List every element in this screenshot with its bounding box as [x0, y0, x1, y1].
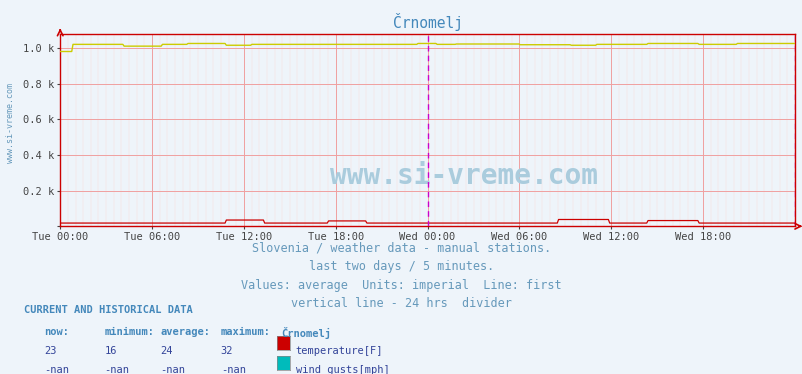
Text: 23: 23 [44, 346, 57, 356]
Text: vertical line - 24 hrs  divider: vertical line - 24 hrs divider [290, 297, 512, 310]
Text: CURRENT AND HISTORICAL DATA: CURRENT AND HISTORICAL DATA [24, 305, 192, 315]
Text: 32: 32 [221, 346, 233, 356]
Text: Slovenia / weather data - manual stations.: Slovenia / weather data - manual station… [252, 241, 550, 254]
Text: last two days / 5 minutes.: last two days / 5 minutes. [309, 260, 493, 273]
Text: -nan: -nan [104, 365, 129, 374]
Text: wind gusts[mph]: wind gusts[mph] [295, 365, 389, 374]
Text: minimum:: minimum: [104, 327, 154, 337]
Text: Values: average  Units: imperial  Line: first: Values: average Units: imperial Line: fi… [241, 279, 561, 292]
Text: now:: now: [44, 327, 69, 337]
Text: -nan: -nan [221, 365, 245, 374]
Text: 16: 16 [104, 346, 117, 356]
Text: -nan: -nan [44, 365, 69, 374]
Text: maximum:: maximum: [221, 327, 270, 337]
Title: Črnomelj: Črnomelj [392, 13, 462, 31]
Text: average:: average: [160, 327, 210, 337]
Text: temperature[F]: temperature[F] [295, 346, 383, 356]
Text: www.si-vreme.com: www.si-vreme.com [6, 83, 15, 163]
Text: Črnomelj: Črnomelj [281, 327, 330, 338]
Text: www.si-vreme.com: www.si-vreme.com [330, 162, 597, 190]
Text: -nan: -nan [160, 365, 185, 374]
Text: 24: 24 [160, 346, 173, 356]
